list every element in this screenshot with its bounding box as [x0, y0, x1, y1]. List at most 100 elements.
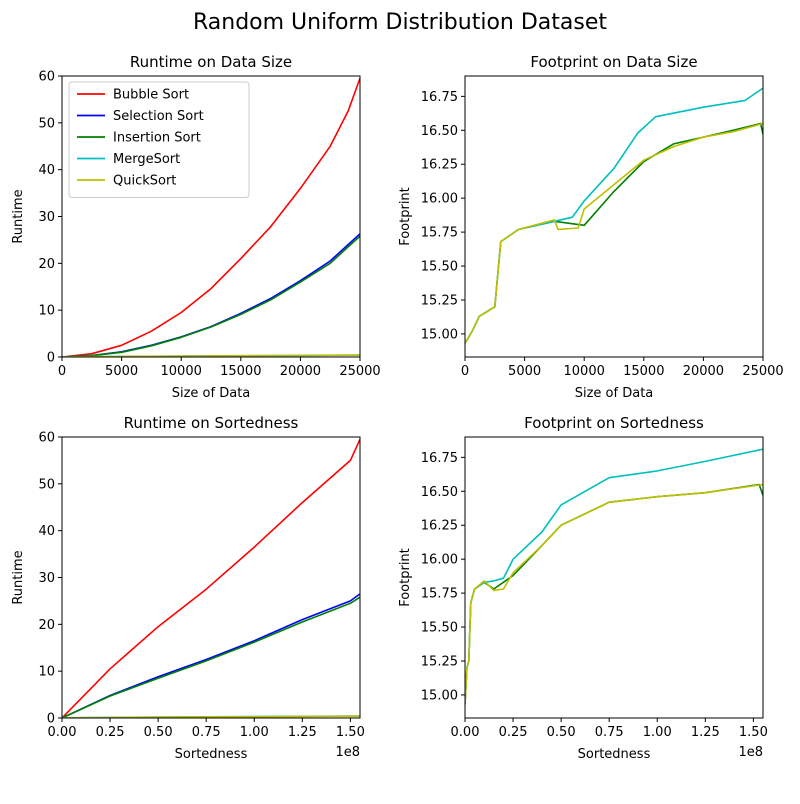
x-tick-label: 25000: [742, 364, 783, 379]
x-scale-offset-label: 1e8: [738, 745, 763, 760]
y-tick-label: 15.25: [421, 293, 458, 308]
plot-frame: [464, 75, 764, 358]
y-tick-label: 10: [38, 665, 55, 680]
y-tick-label: 15.50: [421, 621, 458, 636]
x-tick-label: 0.00: [451, 725, 480, 740]
subplot-footprint-on-data-size: 0 5000 10000 15000 20000 25000 15.00 15.25 15.50…: [398, 53, 784, 401]
y-tick-label: 0: [47, 712, 55, 727]
x-tick-label: 0.75: [192, 725, 221, 740]
plot-frame: [464, 436, 764, 719]
y-tick-label: 40: [38, 524, 55, 539]
x-tick-label: 20000: [280, 364, 321, 379]
subplot-title: Footprint on Sortedness: [524, 414, 704, 432]
y-tick-label: 30: [38, 571, 55, 586]
figure-title: Random Uniform Distribution Dataset: [192, 10, 607, 35]
y-tick-label: 15.00: [421, 688, 458, 703]
y-tick-label: 10: [38, 304, 55, 319]
y-tick-label: 16.75: [421, 90, 458, 105]
y-axis-label: Footprint: [398, 187, 413, 246]
y-tick-label: 60: [38, 70, 55, 85]
y-tick-label: 16.25: [421, 158, 458, 173]
plot-frame: [61, 436, 361, 719]
x-axis-label: Sortedness: [578, 747, 651, 762]
x-tick-label: 1.00: [240, 725, 269, 740]
x-tick-label: 0.00: [48, 725, 77, 740]
y-tick-label: 60: [38, 431, 55, 446]
x-tick-label: 0.75: [595, 725, 624, 740]
y-tick-label: 50: [38, 116, 55, 131]
series-line-mergesort: [465, 448, 763, 705]
y-tick-label: 16.50: [421, 485, 458, 500]
series-line-insertion-sort: [465, 122, 763, 344]
y-tick-label: 15.50: [421, 260, 458, 275]
subplot-title: Runtime on Sortedness: [124, 414, 299, 432]
x-tick-label: 0.25: [96, 725, 125, 740]
y-axis-label: Runtime: [11, 550, 26, 604]
x-tick-label: 1.25: [691, 725, 720, 740]
series-group: [465, 448, 763, 705]
x-tick-label: 1.25: [288, 725, 317, 740]
series-line-mergesort: [465, 87, 763, 344]
x-axis-label: Size of Data: [575, 386, 654, 401]
subplot-title: Footprint on Data Size: [530, 53, 697, 71]
series-line-bubble-sort: [62, 78, 360, 357]
x-tick-label: 1.50: [739, 725, 768, 740]
x-tick-label: 0.25: [499, 725, 528, 740]
x-tick-label: 25000: [339, 364, 380, 379]
series-line-quicksort: [465, 122, 763, 344]
series-line-insertion-sort: [465, 483, 763, 705]
x-axis-label: Size of Data: [172, 386, 251, 401]
y-tick-label: 15.00: [421, 327, 458, 342]
y-tick-label: 15.25: [421, 654, 458, 669]
y-tick-label: 30: [38, 210, 55, 225]
y-tick-label: 16.75: [421, 451, 458, 466]
series-group: [62, 438, 360, 718]
y-axis-label: Runtime: [11, 189, 26, 243]
x-tick-label: 0.50: [547, 725, 576, 740]
x-tick-label: 0: [58, 364, 66, 379]
series-line-insertion-sort: [62, 235, 360, 357]
x-tick-label: 5000: [508, 364, 541, 379]
series-line-bubble-sort: [62, 438, 360, 718]
legend-box: [68, 81, 250, 198]
y-tick-label: 16.00: [421, 192, 458, 207]
legend: Bubble Sort Selection Sort Insertion Sort M…: [68, 81, 250, 198]
x-tick-label: 0: [461, 364, 469, 379]
x-tick-label: 1.00: [643, 725, 672, 740]
x-tick-label: 20000: [683, 364, 724, 379]
y-tick-label: 50: [38, 477, 55, 492]
legend-label-selection-sort: Selection Sort: [113, 109, 204, 124]
series-line-selection-sort: [62, 593, 360, 718]
y-tick-label: 16.50: [421, 124, 458, 139]
legend-label-quicksort: QuickSort: [113, 174, 176, 189]
y-tick-label: 20: [38, 257, 55, 272]
series-line-selection-sort: [62, 233, 360, 357]
y-tick-label: 0: [47, 351, 55, 366]
x-scale-offset-label: 1e8: [335, 745, 360, 760]
legend-label-insertion-sort: Insertion Sort: [113, 131, 201, 146]
y-tick-label: 15.75: [421, 226, 458, 241]
y-tick-label: 20: [38, 618, 55, 633]
x-tick-label: 10000: [564, 364, 605, 379]
legend-label-bubble-sort: Bubble Sort: [113, 88, 189, 103]
series-line-insertion-sort: [62, 596, 360, 718]
x-axis-label: Sortedness: [175, 747, 248, 762]
series-line-quicksort: [465, 483, 763, 705]
legend-label-mergesort: MergeSort: [113, 152, 180, 167]
subplot-runtime-on-sortedness: 0.00 0.25 0.50 0.75 1.00 1.25 1.50 0 10 20 30 40 50 6…: [11, 414, 365, 762]
y-tick-label: 15.75: [421, 587, 458, 602]
y-tick-label: 40: [38, 163, 55, 178]
y-tick-label: 16.25: [421, 519, 458, 534]
subplot-title: Runtime on Data Size: [130, 53, 292, 71]
series-group: [465, 87, 763, 344]
subplot-footprint-on-sortedness: 0.00 0.25 0.50 0.75 1.00 1.25 1.50 15.00 15.25 15…: [398, 414, 768, 762]
subplot-runtime-on-data-size: 0 5000 10000 15000 20000 25000 0 10 20 30 40 50 60 Ru…: [11, 53, 381, 401]
x-tick-label: 15000: [623, 364, 664, 379]
x-tick-label: 10000: [161, 364, 202, 379]
x-tick-label: 1.50: [336, 725, 365, 740]
y-axis-label: Footprint: [398, 548, 413, 607]
x-tick-label: 0.50: [144, 725, 173, 740]
x-tick-label: 5000: [105, 364, 138, 379]
